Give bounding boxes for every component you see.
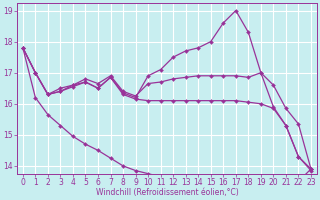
X-axis label: Windchill (Refroidissement éolien,°C): Windchill (Refroidissement éolien,°C): [96, 188, 238, 197]
